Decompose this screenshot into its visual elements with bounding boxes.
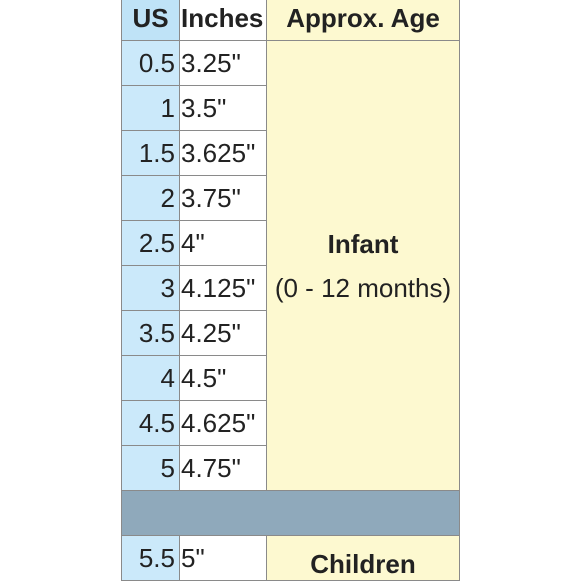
inches-cell: 4.625" <box>179 400 267 446</box>
inches-cell: 3.75" <box>179 175 267 221</box>
table-row: 5 4.75" <box>121 445 460 491</box>
header-approx-age: Approx. Age <box>266 0 460 41</box>
inches-cell: 4" <box>179 220 267 266</box>
age-group-children: Children <box>266 535 460 581</box>
table-row: 0.5 3.25" Infant (0 - 12 months) <box>121 40 460 491</box>
table-row: 1 3.5" <box>121 85 460 131</box>
header-inches: Inches <box>179 0 267 41</box>
us-size-cell: 2 <box>121 175 180 221</box>
us-size-cell: 0.5 <box>121 40 180 86</box>
inches-cell: 4.125" <box>179 265 267 311</box>
age-group-infant: Infant (0 - 12 months) <box>266 40 460 491</box>
us-size-cell: 4.5 <box>121 400 180 446</box>
group-separator-row <box>121 490 460 536</box>
us-size-cell: 5.5 <box>121 535 180 581</box>
table-row: 3.5 4.25" <box>121 310 460 356</box>
us-size-cell: 4 <box>121 355 180 401</box>
group-separator <box>121 490 460 536</box>
inches-cell: 4.75" <box>179 445 267 491</box>
table-row: 2 3.75" <box>121 175 460 221</box>
us-size-cell: 2.5 <box>121 220 180 266</box>
age-group-title: Infant <box>327 228 399 259</box>
us-size-cell: 3 <box>121 265 180 311</box>
size-chart-table: US Inches Approx. Age 0.5 3.25" Infant (… <box>121 0 460 581</box>
inches-cell: 4.5" <box>179 355 267 401</box>
age-group-range: (0 - 12 months) <box>274 272 452 303</box>
header-row: US Inches Approx. Age <box>121 0 460 41</box>
us-size-cell: 5 <box>121 445 180 491</box>
us-size-cell: 3.5 <box>121 310 180 356</box>
us-size-cell: 1 <box>121 85 180 131</box>
inches-cell: 3.625" <box>179 130 267 176</box>
inches-cell: 5" <box>179 535 267 581</box>
table-row: 4.5 4.625" <box>121 400 460 446</box>
table-row: 3 4.125" <box>121 265 460 311</box>
table-row: 1.5 3.625" <box>121 130 460 176</box>
table-row: 2.5 4" <box>121 220 460 266</box>
inches-cell: 4.25" <box>179 310 267 356</box>
inches-cell: 3.5" <box>179 85 267 131</box>
us-size-cell: 1.5 <box>121 130 180 176</box>
inches-cell: 3.25" <box>179 40 267 86</box>
header-us: US <box>121 0 180 41</box>
table-row: 5.5 5" Children <box>121 535 460 581</box>
